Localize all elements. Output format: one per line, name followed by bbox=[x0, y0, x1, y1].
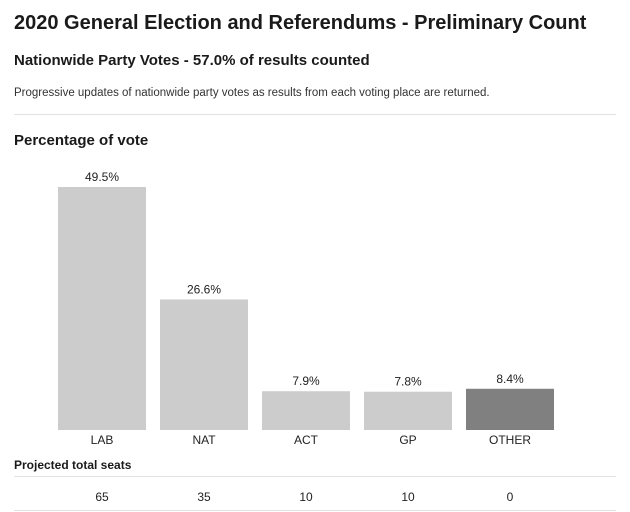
tick-label-nat: NAT bbox=[192, 433, 216, 447]
seat-count-other: 0 bbox=[506, 490, 514, 504]
bar-lab bbox=[58, 187, 146, 430]
tick-label-act: ACT bbox=[294, 433, 319, 447]
seat-count-gp: 10 bbox=[401, 490, 415, 504]
seat-count-nat: 35 bbox=[197, 490, 211, 504]
data-label-act: 7.9% bbox=[292, 374, 320, 388]
seats-heading: Projected total seats bbox=[14, 458, 132, 472]
bar-other bbox=[466, 388, 554, 430]
bottom-divider bbox=[14, 510, 616, 511]
chart-title: Percentage of vote bbox=[14, 132, 149, 149]
data-label-gp: 7.8% bbox=[394, 375, 422, 389]
bar-act bbox=[262, 391, 350, 430]
page-title: 2020 General Election and Referendums - … bbox=[14, 12, 587, 34]
data-label-other: 8.4% bbox=[496, 372, 524, 386]
bar-gp bbox=[364, 391, 452, 430]
bar-nat bbox=[160, 299, 248, 430]
tick-label-lab: LAB bbox=[91, 433, 114, 447]
seats-row: 65 35 10 10 0 bbox=[0, 490, 630, 506]
seats-divider bbox=[14, 476, 616, 477]
data-label-nat: 26.6% bbox=[187, 282, 221, 296]
vote-bar-chart: 49.5% LAB 26.6% NAT 7.9% ACT 7.8% GP 8.4% OTHER bbox=[58, 170, 554, 447]
tick-label-gp: GP bbox=[399, 433, 416, 447]
page-subtitle: Nationwide Party Votes - 57.0% of result… bbox=[14, 52, 370, 69]
data-label-lab: 49.5% bbox=[85, 170, 119, 184]
seat-count-lab: 65 bbox=[95, 490, 109, 504]
seat-count-act: 10 bbox=[299, 490, 313, 504]
tick-label-other: OTHER bbox=[489, 433, 531, 447]
header-divider bbox=[14, 114, 616, 115]
page-description: Progressive updates of nationwide party … bbox=[14, 87, 490, 99]
